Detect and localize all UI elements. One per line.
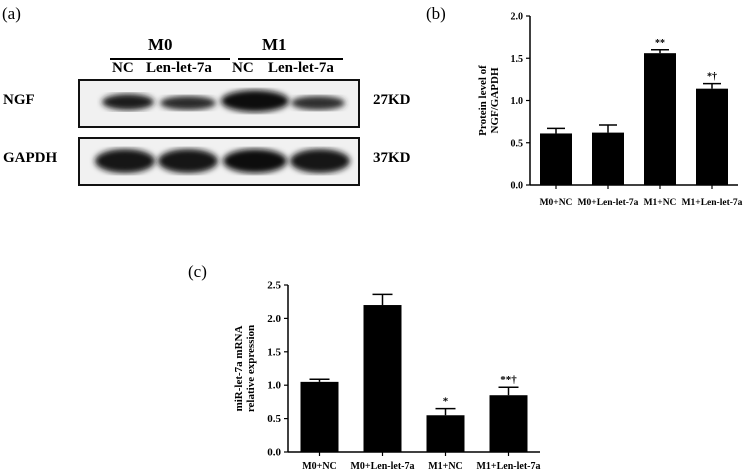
bar bbox=[489, 395, 528, 452]
y-axis-label: Protein level of bbox=[477, 65, 489, 136]
x-tick-label: M0+Len-let-7a bbox=[578, 198, 639, 208]
blot-group-m1: M1 bbox=[262, 35, 287, 54]
x-tick-label: M1+Len-let-7a bbox=[476, 461, 540, 472]
x-tick-label: M0+NC bbox=[302, 461, 337, 472]
blot-size-gapdh: 37KD bbox=[373, 150, 411, 166]
blot-row-label-gapdh: GAPDH bbox=[3, 150, 58, 166]
band bbox=[158, 149, 218, 173]
y-axis-label: miR-let-7a mRNA bbox=[233, 326, 245, 412]
bar bbox=[363, 305, 402, 452]
band bbox=[223, 149, 287, 173]
blot-strip-ngf bbox=[78, 79, 360, 128]
band bbox=[290, 149, 350, 173]
y-tick-label: 2.5 bbox=[267, 280, 281, 292]
x-tick-label: M1+NC bbox=[428, 461, 463, 472]
blot-group-m1-line bbox=[238, 58, 343, 60]
y-tick-label: 1.5 bbox=[511, 54, 524, 65]
band bbox=[102, 94, 154, 110]
panel-label-a: (a) bbox=[2, 4, 21, 23]
blot-lane-label: NC bbox=[232, 60, 254, 76]
y-axis-label: NGF/GAPDH bbox=[489, 67, 501, 133]
y-tick-label: 1.0 bbox=[267, 380, 281, 392]
y-axis-label: relative expression bbox=[245, 325, 257, 412]
x-tick-label: M1+Len-let-7a bbox=[682, 198, 743, 208]
panel-label-c: (c) bbox=[188, 262, 207, 281]
y-tick-label: 0.0 bbox=[267, 447, 281, 459]
blot-lane-label: Len-let-7a bbox=[146, 60, 212, 76]
y-tick-label: 0.5 bbox=[511, 138, 524, 149]
blot-lane-label: Len-let-7a bbox=[268, 60, 334, 76]
blot-group-m0: M0 bbox=[148, 35, 173, 54]
y-tick-label: 2.0 bbox=[511, 12, 524, 23]
significance-marker: *† bbox=[707, 72, 717, 83]
blot-lane-label: NC bbox=[112, 60, 134, 76]
x-tick-label: M1+NC bbox=[644, 198, 677, 208]
significance-marker: ** bbox=[655, 38, 665, 49]
y-tick-label: 1.5 bbox=[267, 346, 281, 358]
panel-label-b: (b) bbox=[426, 4, 446, 23]
blot-bands-ngf bbox=[102, 90, 345, 112]
bar bbox=[592, 132, 624, 185]
significance-marker: * bbox=[443, 396, 449, 408]
band bbox=[221, 90, 289, 112]
bar bbox=[300, 381, 339, 452]
blot-row-label-ngf: NGF bbox=[3, 92, 35, 108]
bar bbox=[644, 53, 676, 186]
blot-bands-gapdh bbox=[95, 149, 350, 173]
band bbox=[95, 149, 155, 173]
bar bbox=[540, 133, 572, 185]
y-tick-label: 1.0 bbox=[511, 96, 524, 107]
bar bbox=[696, 88, 728, 185]
y-tick-label: 0.5 bbox=[267, 413, 281, 425]
y-tick-label: 2.0 bbox=[267, 313, 281, 325]
blot-group-m0-line bbox=[110, 58, 230, 60]
significance-marker: **† bbox=[500, 374, 517, 386]
x-tick-label: M0+Len-let-7a bbox=[350, 461, 414, 472]
band bbox=[160, 96, 216, 110]
band bbox=[291, 96, 345, 110]
blot-size-ngf: 27KD bbox=[373, 92, 411, 108]
chart-c: 0.0 0.5 1.0 1.5 2.0 2.5 miR-let-7a mRNA relativ… bbox=[233, 280, 541, 473]
bar bbox=[426, 415, 465, 452]
x-tick-label: M0+NC bbox=[540, 198, 573, 208]
chart-b: 0.0 0.5 1.0 1.5 2.0 Protein level of NGF/GAPDH… bbox=[477, 12, 743, 209]
blot-strip-gapdh bbox=[78, 137, 360, 186]
y-tick-label: 0.0 bbox=[511, 181, 524, 192]
